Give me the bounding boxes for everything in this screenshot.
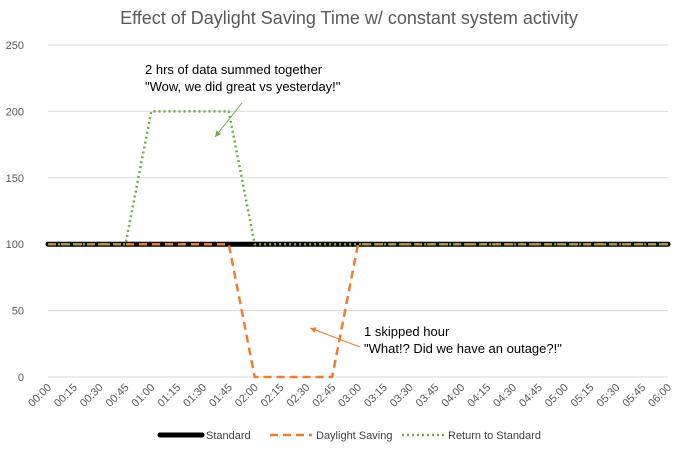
y-tick-label: 250 [6, 40, 24, 52]
x-tick-label: 00:45 [104, 382, 132, 410]
x-tick-label: 06:00 [646, 382, 674, 410]
x-tick-label: 01:45 [207, 382, 235, 410]
x-tick-label: 02:45 [310, 382, 338, 410]
legend: Standard Daylight Saving Return to Standar… [157, 430, 541, 442]
x-tick-label: 05:30 [595, 382, 623, 410]
y-tick-label: 100 [6, 239, 24, 251]
annotation-arrowhead [310, 327, 317, 333]
x-tick-label: 03:30 [388, 382, 416, 410]
annotation-text: "Wow, we did great vs yesterday!" [145, 79, 341, 94]
gridlines [48, 44, 668, 378]
annotation-arrow [214, 102, 243, 138]
x-tick-label: 05:15 [569, 382, 597, 410]
x-tick-label: 04:30 [491, 382, 519, 410]
y-tick-label: 200 [6, 106, 24, 118]
x-tick-label: 03:45 [414, 382, 442, 410]
x-axis-ticks: 00:0000:1500:3000:4501:0001:1501:3001:45… [26, 382, 674, 410]
annotation-text: 1 skipped hour [364, 324, 450, 339]
chart-title: Effect of Daylight Saving Time w/ consta… [120, 8, 578, 28]
y-axis-ticks: 0 50 100 150 200 250 [6, 40, 24, 384]
legend-label: Daylight Saving [316, 430, 392, 442]
x-tick-label: 05:00 [543, 382, 571, 410]
legend-label: Standard [206, 430, 251, 442]
x-tick-label: 04:45 [517, 382, 545, 410]
annotation-text: "What!? Did we have an outage?!" [364, 341, 562, 356]
series-lines [45, 110, 671, 379]
y-tick-label: 50 [12, 306, 24, 318]
x-tick-label: 01:00 [130, 382, 158, 410]
x-tick-label: 02:30 [285, 382, 313, 410]
annotation-arrowhead [215, 130, 222, 137]
legend-label: Return to Standard [448, 430, 541, 442]
series-line-return-to-standard [48, 110, 668, 246]
x-tick-label: 00:15 [52, 382, 80, 410]
y-tick-label: 150 [6, 173, 24, 185]
x-tick-label: 04:00 [440, 382, 468, 410]
x-tick-label: 01:15 [155, 382, 183, 410]
x-tick-label: 04:15 [465, 382, 493, 410]
x-tick-label: 02:15 [259, 382, 287, 410]
annotation-text: 2 hrs of data summed together [145, 62, 323, 77]
x-tick-label: 05:45 [620, 382, 648, 410]
x-tick-label: 03:15 [362, 382, 390, 410]
x-tick-label: 00:30 [78, 382, 106, 410]
x-tick-label: 03:00 [336, 382, 364, 410]
y-tick-label: 0 [18, 372, 24, 384]
annotation-arrow [309, 327, 361, 348]
x-tick-label: 00:00 [26, 382, 54, 410]
x-tick-label: 02:00 [233, 382, 261, 410]
x-tick-label: 01:30 [181, 382, 209, 410]
annotations: 2 hrs of data summed together "Wow, we di… [145, 62, 562, 356]
